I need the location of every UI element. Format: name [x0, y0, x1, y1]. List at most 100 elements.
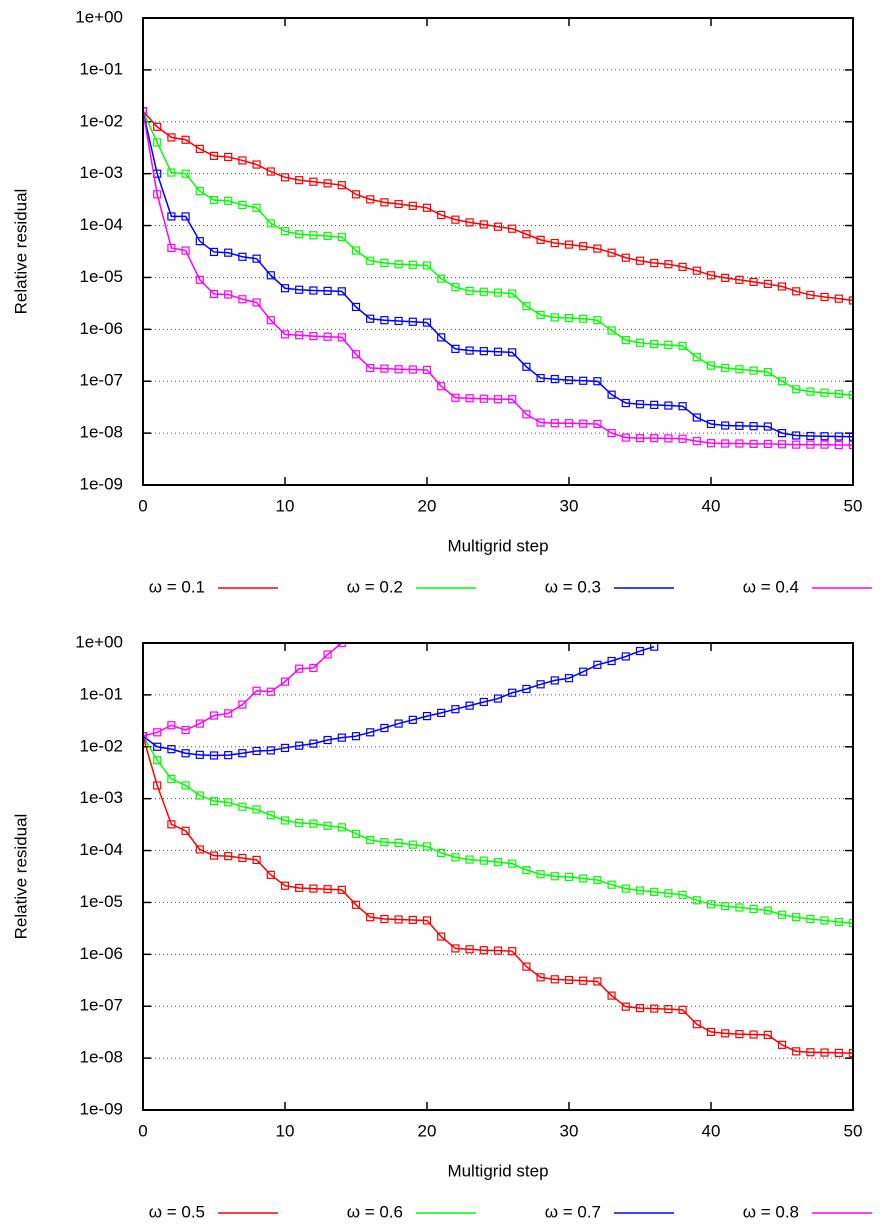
y-tick-label: 1e-01	[80, 59, 123, 78]
point-marker	[266, 687, 275, 696]
legend-label: ω = 0.6	[347, 1202, 403, 1221]
point-marker	[593, 419, 602, 429]
point-marker	[252, 203, 261, 212]
point-marker	[706, 900, 716, 909]
point-marker	[493, 857, 503, 867]
point-marker	[153, 190, 162, 199]
y-tick-label: 1e-02	[80, 111, 123, 130]
point-marker	[209, 247, 219, 257]
point-marker	[621, 336, 630, 345]
point-marker	[564, 376, 574, 385]
point-marker	[706, 361, 716, 370]
y-tick-label: 1e-07	[80, 996, 123, 1015]
point-marker	[593, 977, 602, 986]
point-marker	[607, 991, 616, 1000]
point-marker	[351, 900, 361, 909]
point-marker	[792, 440, 801, 449]
y-tick-label: 1e-06	[80, 319, 123, 338]
point-marker	[252, 746, 261, 756]
series-line	[143, 643, 343, 737]
point-marker	[309, 663, 318, 673]
point-marker	[451, 215, 460, 224]
point-marker	[394, 838, 403, 848]
point-marker	[664, 1005, 673, 1014]
point-marker	[479, 856, 488, 865]
point-marker	[664, 340, 673, 350]
point-marker	[564, 674, 574, 683]
point-marker	[621, 253, 630, 262]
point-marker	[493, 222, 503, 231]
series	[143, 732, 853, 928]
point-marker	[777, 440, 787, 449]
point-marker	[479, 220, 488, 229]
point-marker	[536, 373, 545, 383]
point-marker	[749, 366, 758, 375]
point-marker	[848, 440, 853, 450]
point-marker	[380, 838, 389, 847]
point-marker	[238, 802, 247, 811]
point-marker	[295, 176, 304, 185]
point-marker	[209, 151, 219, 160]
point-marker	[309, 231, 318, 240]
point-marker	[408, 201, 417, 210]
point-marker	[252, 805, 261, 814]
point-marker	[266, 870, 275, 879]
point-marker	[366, 835, 375, 845]
point-marker	[536, 680, 545, 689]
series	[143, 732, 853, 1058]
point-marker	[252, 298, 261, 307]
point-marker	[153, 122, 162, 131]
point-marker	[550, 313, 559, 322]
point-marker	[792, 913, 801, 922]
y-axis-label: Relative residual	[11, 189, 30, 315]
y-tick-label: 1e-08	[80, 423, 123, 442]
point-marker	[181, 826, 190, 835]
point-marker	[465, 394, 474, 403]
point-marker	[508, 224, 517, 233]
point-marker	[280, 227, 290, 236]
point-marker	[848, 296, 853, 305]
point-marker	[493, 694, 503, 703]
point-marker	[593, 244, 602, 253]
point-marker	[550, 676, 559, 685]
point-marker	[834, 389, 843, 398]
point-marker	[763, 1030, 772, 1040]
point-marker	[366, 256, 375, 265]
point-marker	[550, 872, 559, 881]
point-marker	[692, 1020, 701, 1029]
point-marker	[508, 688, 517, 697]
point-marker	[650, 1004, 659, 1013]
point-marker	[143, 732, 148, 741]
point-marker	[607, 429, 616, 438]
legend-label: ω = 0.4	[743, 577, 799, 596]
point-marker	[280, 677, 290, 686]
point-marker	[735, 1030, 744, 1039]
point-marker	[266, 167, 275, 176]
point-marker	[522, 684, 531, 694]
point-marker	[224, 852, 233, 861]
point-marker	[721, 902, 730, 911]
point-marker	[536, 973, 545, 982]
point-marker	[692, 413, 701, 422]
point-marker	[309, 286, 318, 295]
point-marker	[465, 945, 474, 954]
point-marker	[749, 1030, 758, 1039]
point-marker	[238, 200, 247, 210]
y-tick-label: 1e-09	[80, 474, 123, 493]
point-marker	[749, 422, 758, 431]
point-marker	[834, 294, 843, 303]
point-marker	[777, 429, 787, 438]
point-marker	[522, 230, 531, 239]
point-marker	[252, 160, 261, 169]
point-marker	[380, 258, 389, 268]
point-marker	[451, 283, 460, 292]
point-marker	[607, 248, 616, 257]
point-marker	[181, 781, 190, 790]
point-marker	[280, 816, 290, 825]
x-axis-label: Multigrid step	[447, 1161, 548, 1180]
point-marker	[181, 246, 190, 255]
point-marker	[366, 363, 375, 373]
point-marker	[763, 422, 772, 431]
point-marker	[167, 168, 176, 177]
point-marker	[564, 975, 574, 985]
